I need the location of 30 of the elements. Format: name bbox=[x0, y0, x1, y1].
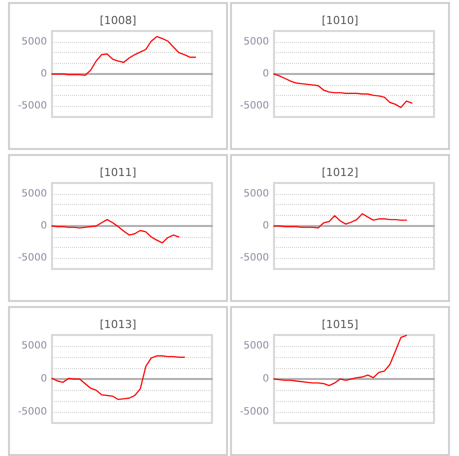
y-tick-label: 0 bbox=[40, 68, 47, 80]
line-series bbox=[273, 73, 413, 108]
line-series bbox=[51, 218, 180, 244]
line-series bbox=[273, 213, 408, 229]
chart-title: [1013] bbox=[100, 318, 136, 331]
y-tick-label: 0 bbox=[262, 374, 269, 384]
chart-title: [1008] bbox=[100, 14, 136, 27]
y-tick-label: 5000 bbox=[244, 188, 269, 200]
y-tick-label: 0 bbox=[262, 68, 269, 80]
y-tick-label: 5000 bbox=[22, 340, 47, 352]
y-tick-label: -5000 bbox=[240, 100, 269, 112]
y-tick-label: 5000 bbox=[22, 188, 47, 200]
line-series bbox=[51, 355, 186, 400]
y-tick-label: -5000 bbox=[18, 406, 47, 418]
y-tick-label: -5000 bbox=[240, 252, 269, 264]
y-tick-label: 5000 bbox=[244, 340, 269, 352]
y-tick-label: -5000 bbox=[18, 100, 47, 112]
y-tick-label: 5000 bbox=[244, 36, 269, 48]
y-tick-label: 0 bbox=[40, 374, 47, 384]
chart-title: [1012] bbox=[322, 166, 358, 179]
chart-title: [1011] bbox=[100, 166, 136, 179]
line-series bbox=[51, 36, 196, 76]
y-tick-label: -5000 bbox=[240, 406, 269, 418]
y-tick-label: 5000 bbox=[22, 36, 47, 48]
y-tick-label: 0 bbox=[262, 220, 269, 232]
y-tick-label: -5000 bbox=[18, 252, 47, 264]
y-tick-label: 0 bbox=[40, 220, 47, 232]
chart-title: [1010] bbox=[322, 14, 358, 27]
chart-title: [1015] bbox=[322, 318, 358, 331]
line-series bbox=[273, 334, 408, 386]
